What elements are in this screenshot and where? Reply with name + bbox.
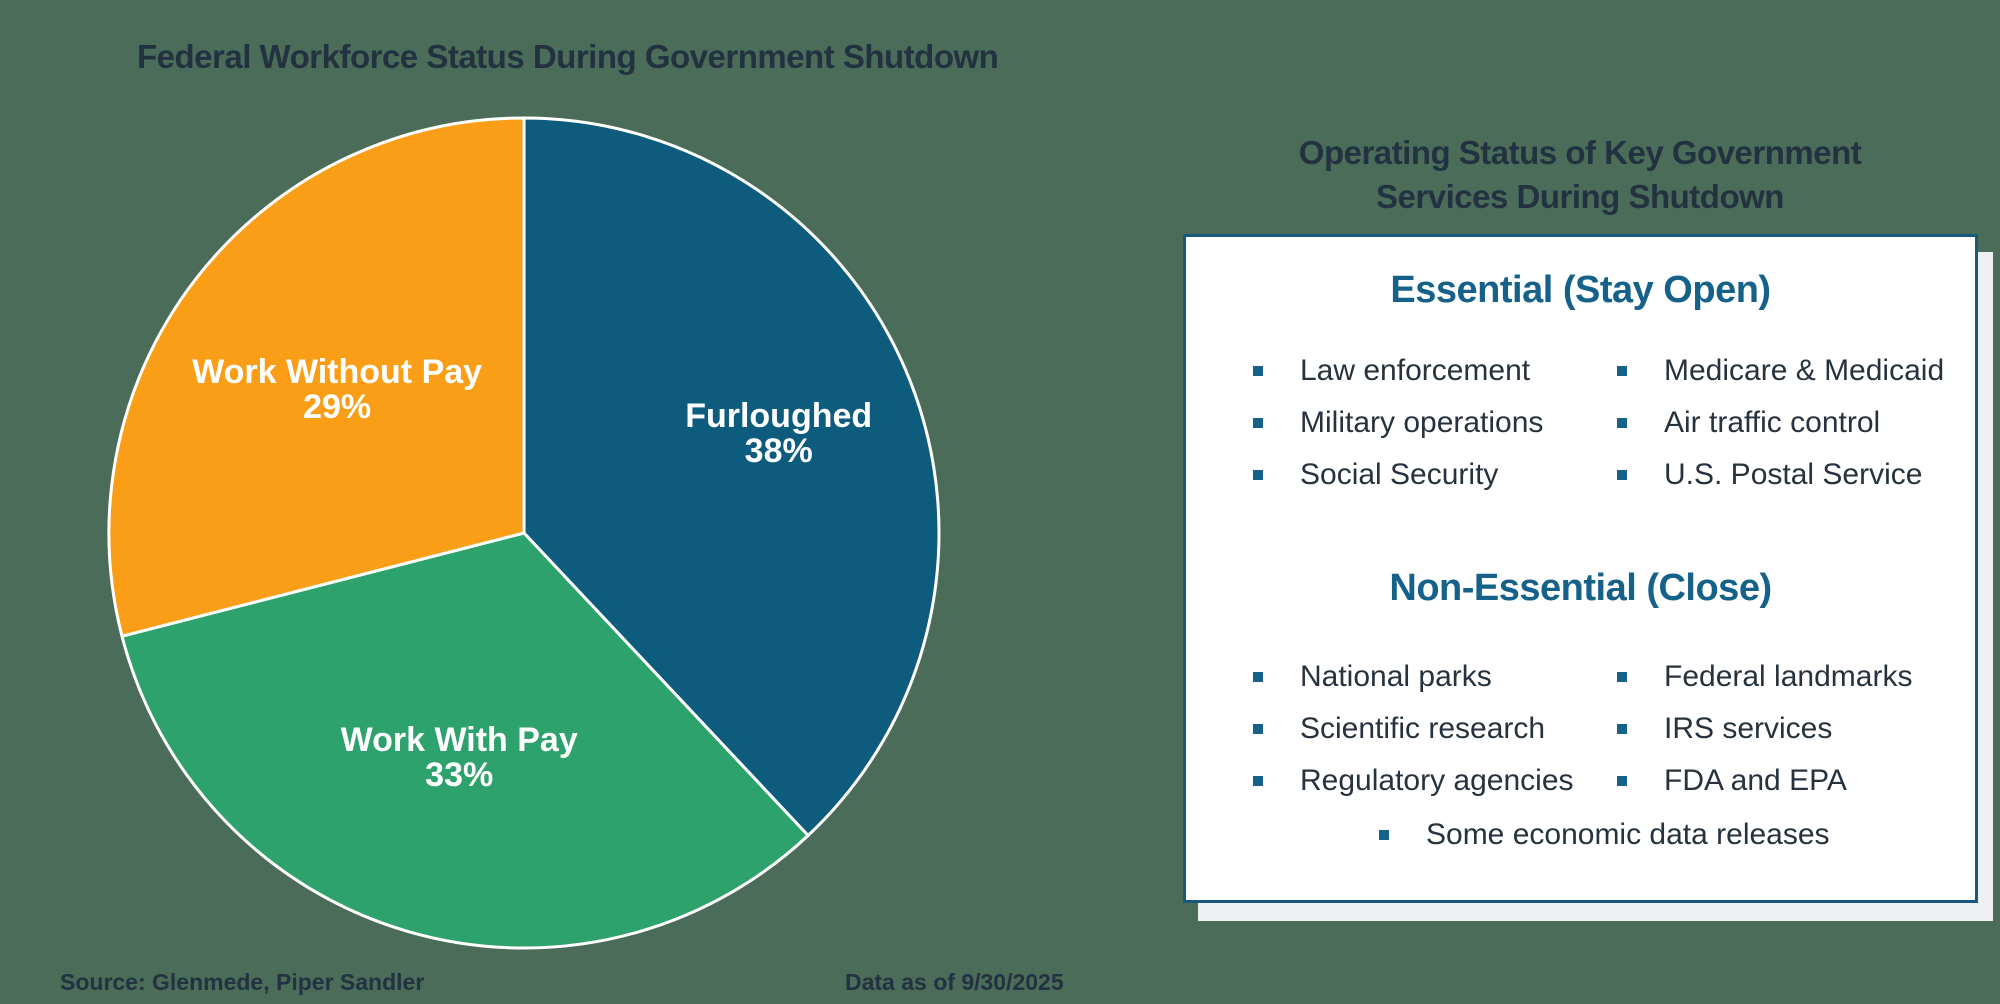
list-item: Air traffic control — [1617, 401, 1944, 445]
nonessential-left-column: National parks Scientific research Regul… — [1253, 655, 1574, 811]
pie-slice-work-with-pay — [120, 531, 810, 950]
pie-chart-title: Federal Workforce Status During Governme… — [137, 38, 999, 75]
bullet-square-icon — [1617, 418, 1627, 428]
list-item-centered: Some economic data releases — [1379, 813, 1830, 857]
services-panel-title-line1: Operating Status of Key Government — [1298, 134, 1862, 171]
list-item: National parks — [1253, 655, 1574, 699]
services-box: Essential (Stay Open) Law enforcement Mi… — [1183, 234, 1978, 903]
list-item: Federal landmarks — [1617, 655, 1912, 699]
pie-slice-work-without-pay — [107, 116, 526, 638]
list-item-label: Air traffic control — [1664, 406, 1881, 439]
data-as-of-note: Data as of 9/30/2025 — [845, 969, 1064, 995]
nonessential-heading: Non-Essential (Close) — [1389, 567, 1772, 609]
list-item: Scientific research — [1253, 707, 1574, 751]
list-item: Medicare & Medicaid — [1617, 349, 1944, 393]
list-item-label: IRS services — [1664, 712, 1833, 745]
bullet-square-icon — [1253, 724, 1263, 734]
bullet-square-icon — [1617, 672, 1627, 682]
essential-heading: Essential (Stay Open) — [1390, 269, 1771, 311]
list-item-label: Regulatory agencies — [1300, 764, 1574, 797]
nonessential-right-column: Federal landmarks IRS services FDA and E… — [1617, 655, 1912, 811]
bullet-square-icon — [1379, 830, 1389, 840]
services-panel-title-line2: Services During Shutdown — [1376, 178, 1784, 215]
list-item-label: Medicare & Medicaid — [1664, 354, 1945, 387]
list-item-label: Law enforcement — [1300, 354, 1531, 387]
list-item-label: FDA and EPA — [1664, 764, 1847, 797]
list-item: Law enforcement — [1253, 349, 1543, 393]
list-item: FDA and EPA — [1617, 759, 1912, 803]
list-item-label: Federal landmarks — [1664, 660, 1913, 693]
list-item-label: National parks — [1300, 660, 1492, 693]
source-attribution: Source: Glenmede, Piper Sandler — [60, 969, 425, 995]
bullet-square-icon — [1253, 418, 1263, 428]
pie-slice-label: Work With Pay 33% — [341, 721, 578, 794]
list-item-label: Scientific research — [1300, 712, 1546, 745]
bullet-square-icon — [1617, 366, 1627, 376]
list-item: Social Security — [1253, 453, 1543, 497]
pie-slice-furloughed — [522, 116, 941, 837]
pie-slice-label: Work Without Pay 29% — [192, 353, 482, 426]
bullet-square-icon — [1253, 470, 1263, 480]
services-panel-title: Operating Status of Key Government Servi… — [1180, 131, 1980, 219]
list-item-label: Military operations — [1300, 406, 1544, 439]
essential-left-column: Law enforcement Military operations Soci… — [1253, 349, 1543, 505]
list-item: Regulatory agencies — [1253, 759, 1574, 803]
bullet-square-icon — [1253, 366, 1263, 376]
list-item: U.S. Postal Service — [1617, 453, 1944, 497]
essential-right-column: Medicare & Medicaid Air traffic control … — [1617, 349, 1944, 505]
bullet-square-icon — [1617, 776, 1627, 786]
pie-slice-label: Furloughed 38% — [685, 397, 872, 470]
bullet-square-icon — [1617, 724, 1627, 734]
list-item: Military operations — [1253, 401, 1543, 445]
list-item: IRS services — [1617, 707, 1912, 751]
list-item-label: Some economic data releases — [1426, 818, 1830, 851]
bullet-square-icon — [1617, 470, 1627, 480]
list-item-label: Social Security — [1300, 458, 1499, 491]
bullet-square-icon — [1253, 672, 1263, 682]
bullet-square-icon — [1253, 776, 1263, 786]
list-item-label: U.S. Postal Service — [1664, 458, 1923, 491]
